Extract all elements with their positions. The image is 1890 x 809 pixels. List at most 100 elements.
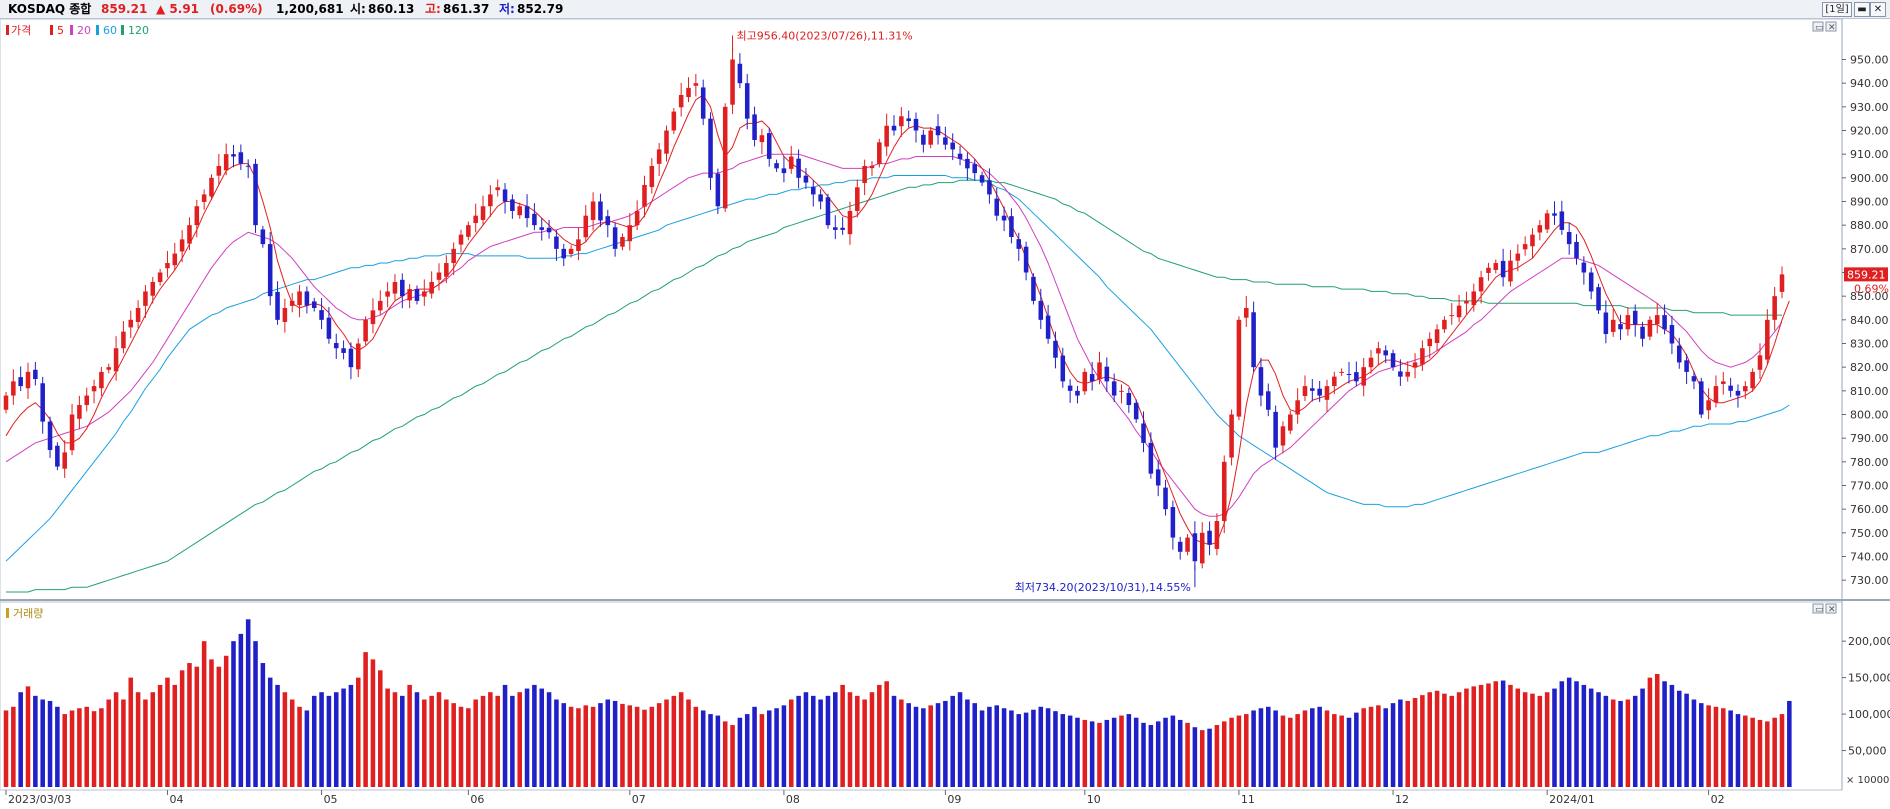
candle-body (1420, 348, 1425, 365)
candle-body (1038, 300, 1044, 320)
volume-bar (847, 692, 853, 787)
candle-body (1243, 308, 1249, 318)
volume-bar (77, 708, 82, 787)
price-tick-label: 900.00 (1850, 172, 1889, 185)
candle-body (1097, 362, 1102, 380)
volume-bar (378, 670, 383, 787)
candle-body (1288, 414, 1293, 431)
volume-bar (1383, 708, 1388, 787)
candle-body (568, 248, 574, 255)
volume-bar (414, 692, 420, 787)
candle-body (1141, 423, 1146, 443)
volume-bar (480, 695, 486, 787)
candle-body (1354, 372, 1359, 382)
candle-body (436, 272, 442, 280)
date-axis: 2023/03/03 04 05 06 07 08 09 10 11 12 2024/01 02 (5, 790, 1725, 806)
candle-body (1574, 241, 1579, 259)
svg-text:859.21: 859.21 (1847, 268, 1886, 281)
candle-body (987, 180, 992, 195)
candle-body (1750, 371, 1755, 389)
open-label: 시: (350, 2, 366, 16)
candle-body (1669, 325, 1675, 344)
candle-body (1735, 390, 1741, 396)
candle-body (341, 348, 346, 353)
candle-body (216, 166, 222, 176)
volume-bar (568, 706, 574, 787)
candle-body (664, 130, 669, 154)
price-pane-controls[interactable]: ▭ ✕ (1812, 21, 1837, 33)
volume-bar (1060, 714, 1066, 787)
volume-bar (1295, 714, 1300, 787)
volume-bar (1706, 705, 1711, 787)
candle-body (1126, 392, 1132, 406)
close-button[interactable]: ✕ (1870, 2, 1886, 17)
ma60-line (5, 175, 1790, 562)
candle-body (201, 194, 207, 202)
candle-body (113, 348, 119, 372)
volume-bar (1126, 714, 1132, 787)
price-tick-label: 790.00 (1850, 432, 1889, 445)
volume-bar (1053, 711, 1058, 787)
candle-body (414, 289, 420, 301)
volume-bar (179, 670, 185, 787)
trade-volume: 1,200,681 (276, 2, 344, 16)
candle-body (1743, 386, 1748, 392)
candle-body (1662, 315, 1667, 330)
volume-bar (1163, 717, 1168, 787)
volume-bar (370, 659, 376, 787)
candle-body (708, 118, 713, 178)
date-tick-label: 09 (947, 793, 961, 806)
candle-body (1075, 390, 1080, 396)
period-button[interactable]: [1일] (1822, 2, 1852, 17)
candle-body (55, 445, 60, 467)
candle-body (1625, 315, 1631, 330)
volume-bar (862, 699, 867, 787)
candle-body (825, 197, 831, 226)
price-tick-label: 890.00 (1850, 196, 1889, 209)
candle-body (1031, 276, 1036, 301)
volume-bar (546, 692, 552, 787)
volume-bar (1016, 714, 1022, 787)
candle-body (1640, 326, 1645, 339)
volume-bar (1552, 688, 1557, 787)
volume-bar (1464, 688, 1469, 787)
volume-bar (1082, 719, 1088, 787)
volume-bars (3, 619, 1792, 787)
volume-bar (825, 695, 831, 787)
volume-bar (1133, 717, 1139, 787)
candle-body (69, 414, 75, 451)
date-tick-label: 11 (1241, 793, 1255, 806)
symbol-name[interactable]: KOSDAQ 종합 (8, 2, 92, 16)
candle-body (943, 137, 948, 145)
legend-price: 가격 (11, 24, 31, 37)
candle-body (1765, 319, 1770, 360)
minimize-button[interactable]: ▬ (1854, 2, 1870, 17)
candle-body (730, 59, 735, 105)
volume-bar (260, 663, 266, 787)
candle-body (1302, 386, 1308, 397)
volume-bar (1420, 695, 1425, 787)
volume-bar (1398, 699, 1403, 787)
volume-bar (1339, 715, 1344, 787)
volume-pane-controls[interactable]: ▭ ✕ (1812, 603, 1837, 615)
volume-bar (304, 710, 310, 787)
price-tick-label: 920.00 (1850, 125, 1889, 138)
legend-volume: 거래량 (13, 607, 43, 620)
price-tick-label: 770.00 (1850, 480, 1889, 493)
price-tick-label: 820.00 (1850, 361, 1889, 374)
candle-body (598, 201, 603, 221)
volume-bar (267, 677, 273, 787)
volume-bar (245, 619, 251, 787)
volume-bar (1779, 714, 1785, 787)
candle-body (1493, 263, 1499, 270)
volume-bar (363, 652, 368, 787)
candle-body (1713, 386, 1719, 403)
candle-body (3, 395, 9, 410)
candle-body (1053, 340, 1058, 358)
candle-body (899, 116, 904, 127)
candle-body (810, 186, 816, 195)
volume-bar (752, 706, 757, 787)
volume-bar (1654, 673, 1660, 787)
volume-bar (950, 695, 955, 787)
candle-body (1376, 348, 1381, 354)
